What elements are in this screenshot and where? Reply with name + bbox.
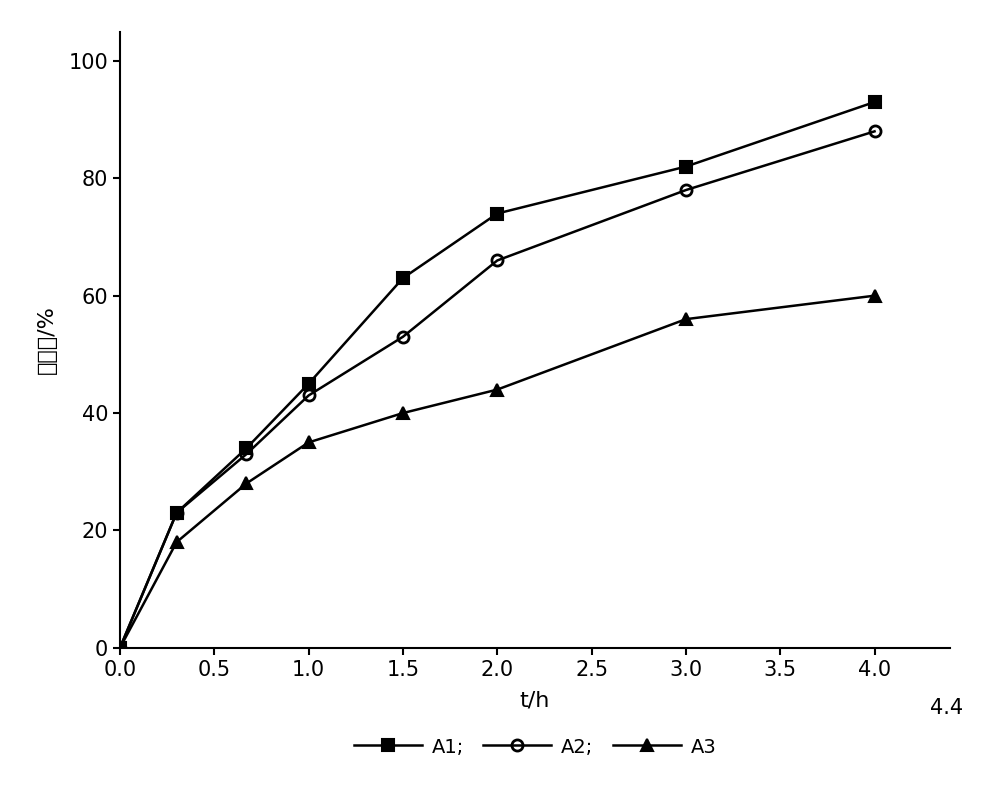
A3: [397, 408, 409, 418]
A2;: [869, 126, 881, 136]
A1;: [491, 209, 503, 218]
A2;: [240, 450, 252, 459]
A1;: [171, 508, 183, 517]
Text: 4.4: 4.4: [930, 698, 963, 717]
A2;: [303, 391, 315, 401]
Line: A1;: A1;: [114, 96, 880, 653]
A1;: [303, 379, 315, 389]
A3: [869, 291, 881, 300]
A3: [680, 314, 692, 324]
A2;: [397, 332, 409, 341]
A3: [303, 438, 315, 447]
A1;: [240, 443, 252, 453]
A3: [114, 643, 126, 653]
A3: [240, 479, 252, 488]
Line: A2;: A2;: [114, 126, 880, 653]
A1;: [114, 643, 126, 653]
A1;: [680, 162, 692, 171]
A2;: [491, 256, 503, 265]
A3: [491, 385, 503, 394]
X-axis label: t/h: t/h: [520, 690, 550, 711]
Legend: A1;, A2;, A3: A1;, A2;, A3: [354, 738, 716, 757]
A2;: [680, 186, 692, 195]
A2;: [171, 508, 183, 517]
A1;: [397, 273, 409, 283]
Line: A3: A3: [114, 290, 880, 653]
A1;: [869, 97, 881, 107]
Y-axis label: 去除率/%: 去除率/%: [37, 305, 57, 374]
A3: [171, 537, 183, 547]
A2;: [114, 643, 126, 653]
